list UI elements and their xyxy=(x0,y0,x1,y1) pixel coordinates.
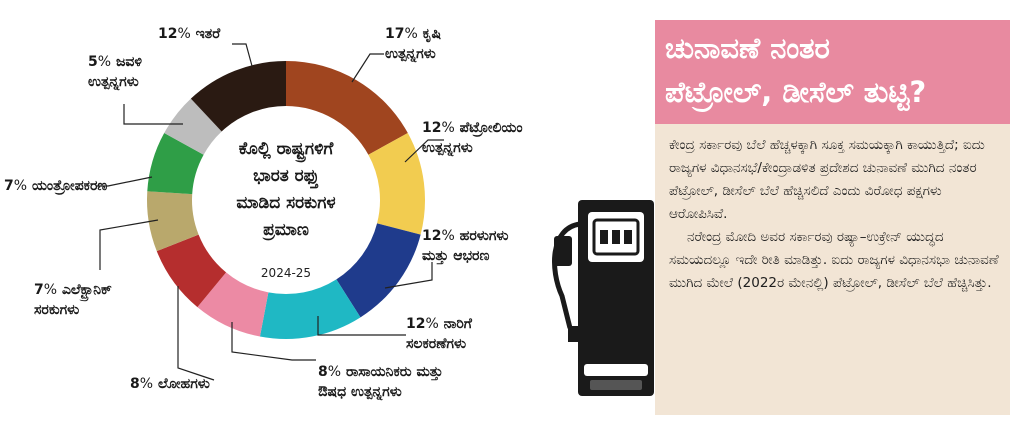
label-agri-text: ಕೃಷಿ xyxy=(422,26,442,42)
label-petro-pct: 12 xyxy=(422,120,455,136)
label-elec-text-2: ಸರಕುಗಳು xyxy=(34,302,80,318)
donut-segment-2 xyxy=(336,223,421,318)
label-gems: 12 ಹರಳುಗಳು ಮತ್ತು ಆಭರಣ xyxy=(422,226,508,266)
donut-segments xyxy=(147,61,425,339)
label-gems-text-2: ಮತ್ತು ಆಭರಣ xyxy=(422,248,490,264)
donut-segment-0 xyxy=(286,61,408,155)
label-others-pct: 12 xyxy=(158,26,191,42)
label-metals: 8 ಲೋಹಗಳು xyxy=(130,374,210,394)
article-headline-line-2: ಪೆಟ್ರೋಲ್, ಡೀಸೆಲ್ ತುಟ್ಟಿ? xyxy=(665,75,927,109)
donut-segment-9 xyxy=(190,61,286,132)
donut-segment-7 xyxy=(147,133,204,195)
leader-line-textile xyxy=(123,104,183,125)
label-transport-text: ನಾರಿಗೆ xyxy=(443,316,472,332)
chart-center-title: ಕೊಲ್ಲಿ ರಾಷ್ಟ್ರಗಳಿಗೆ ಭಾರತ ರಫ್ತು ಮಾಡಿದ ಸರಕ… xyxy=(213,136,359,244)
label-elec-pct: 7 xyxy=(34,282,57,298)
label-elec-text: ಎಲೆಕ್ಟ್ರಾನಿಕ್ xyxy=(61,282,112,298)
center-title-line-3: ಮಾಡಿದ ಸರಕುಗಳ xyxy=(236,193,336,213)
leader-line-agri xyxy=(351,53,384,83)
center-title-line-4: ಪ್ರಮಾಣ xyxy=(263,220,309,240)
donut-segment-4 xyxy=(197,272,269,337)
article-paragraph-2: ನರೇಂದ್ರ ಮೋದಿ ಅವರ ಸರ್ಕಾರವು ರಷ್ಯಾ–ಉಕ್ರೇನ್ … xyxy=(669,229,999,291)
label-gems-pct: 12 xyxy=(422,228,455,244)
leader-line-machinery xyxy=(96,176,153,187)
leader-line-metals xyxy=(177,286,215,381)
fuel-pump-icon xyxy=(552,200,654,396)
label-textile-pct: 5 xyxy=(88,54,111,70)
label-petro-text-2: ಉತ್ಪನ್ನಗಳು xyxy=(422,140,473,156)
leader-line-transport xyxy=(317,316,406,336)
label-gems-text: ಹರಳುಗಳು xyxy=(459,228,509,244)
label-chem-text: ರಾಸಾಯನಿಕರು ಮತ್ತು xyxy=(345,364,443,380)
center-title-line-2: ಭಾರತ ರಫ್ತು xyxy=(253,166,319,186)
donut-segment-8 xyxy=(164,98,222,155)
label-chem-pct: 8 xyxy=(318,364,341,380)
chart-center-year: 2024-25 xyxy=(260,266,312,280)
label-petro: 12 ಪೆಟ್ರೋಲಿಯಂ ಉತ್ಪನ್ನಗಳು xyxy=(422,118,523,158)
donut-segment-6 xyxy=(147,191,199,252)
label-agri: 17 ಕೃಷಿ ಉತ್ಪನ್ನಗಳು xyxy=(385,24,441,64)
label-others: 12 ಇತರೆ xyxy=(158,24,220,44)
article-body: ಕೇಂದ್ರ ಸರ್ಕಾರವು ಬೆಲೆ ಹೆಚ್ಚಳಕ್ಕಾಗಿ ಸೂಕ್ತ … xyxy=(655,124,1010,295)
donut-segment-3 xyxy=(259,279,361,339)
leader-lines xyxy=(96,43,444,381)
label-machinery-pct: 7 xyxy=(4,178,27,194)
label-textile: 5 ಜವಳಿ ಉತ್ಪನ್ನಗಳು xyxy=(88,52,142,92)
label-elec: 7 ಎಲೆಕ್ಟ್ರಾನಿಕ್ ಸರಕುಗಳು xyxy=(34,280,112,320)
donut-segment-5 xyxy=(156,234,227,308)
label-transport: 12 ನಾರಿಗೆ ಸಲಕರಣೆಗಳು xyxy=(406,314,472,354)
label-metals-pct: 8 xyxy=(130,376,153,392)
article-paragraph-1: ಕೇಂದ್ರ ಸರ್ಕಾರವು ಬೆಲೆ ಹೆಚ್ಚಳಕ್ಕಾಗಿ ಸೂಕ್ತ … xyxy=(669,137,985,222)
label-agri-pct: 17 xyxy=(385,26,418,42)
leader-line-elec xyxy=(99,219,159,270)
label-machinery-text: ಯಂತ್ರೋಪಕರಣ xyxy=(31,178,108,194)
leader-line-others xyxy=(232,43,253,67)
label-others-text: ಇತರೆ xyxy=(195,26,221,42)
leader-line-chem xyxy=(231,322,316,361)
center-title-line-1: ಕೊಲ್ಲಿ ರಾಷ್ಟ್ರಗಳಿಗೆ xyxy=(238,139,334,159)
label-transport-pct: 12 xyxy=(406,316,439,332)
article-headline-line-1: ಚುನಾವಣೆ ನಂತರ xyxy=(665,31,830,65)
label-textile-text: ಜವಳಿ xyxy=(115,54,142,70)
leader-line-gems xyxy=(384,262,433,289)
label-transport-text-2: ಸಲಕರಣೆಗಳು xyxy=(406,336,467,352)
label-petro-text: ಪೆಟ್ರೋಲಿಯಂ xyxy=(459,120,523,136)
leader-line-petro xyxy=(404,139,444,163)
article-headline: ಚುನಾವಣೆ ನಂತರ ಪೆಟ್ರೋಲ್, ಡೀಸೆಲ್ ತುಟ್ಟಿ? xyxy=(655,20,1010,124)
label-chem-text-2: ಔಷಧ ಉತ್ಪನ್ನಗಳು xyxy=(318,384,402,400)
donut-chart xyxy=(96,43,444,381)
article-panel: ಚುನಾವಣೆ ನಂತರ ಪೆಟ್ರೋಲ್, ಡೀಸೆಲ್ ತುಟ್ಟಿ? ಕೇ… xyxy=(655,20,1010,415)
label-metals-text: ಲೋಹಗಳು xyxy=(157,376,210,392)
label-machinery: 7 ಯಂತ್ರೋಪಕರಣ xyxy=(4,176,107,196)
label-textile-text-2: ಉತ್ಪನ್ನಗಳು xyxy=(88,74,139,90)
label-chem: 8 ರಾಸಾಯನಿಕರು ಮತ್ತು ಔಷಧ ಉತ್ಪನ್ನಗಳು xyxy=(318,362,443,402)
label-agri-text-2: ಉತ್ಪನ್ನಗಳು xyxy=(385,46,436,62)
donut-segment-1 xyxy=(368,133,425,235)
